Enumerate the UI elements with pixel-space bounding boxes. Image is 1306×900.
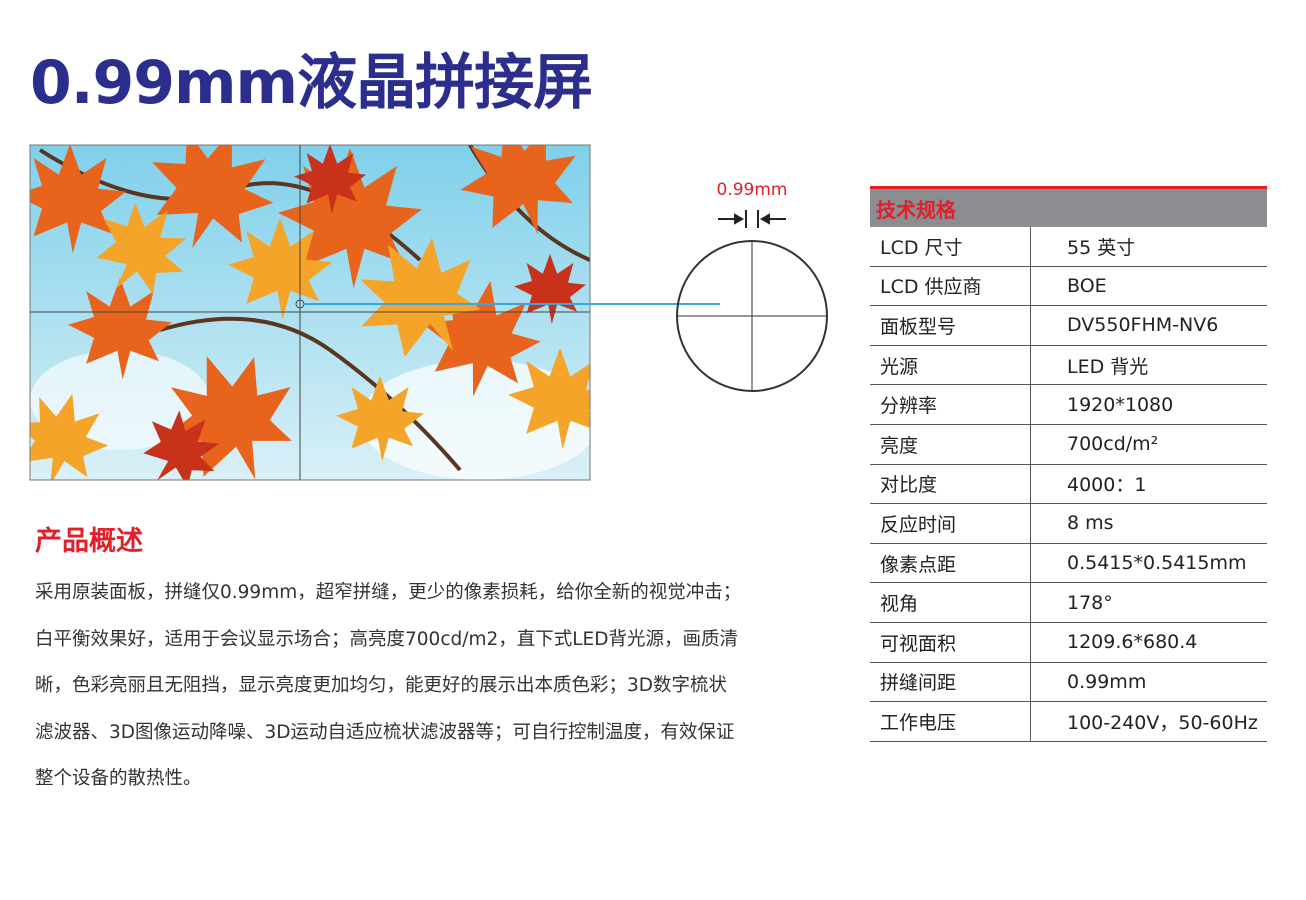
- spec-row: 像素点距 0.5415*0.5415mm: [870, 543, 1267, 584]
- spec-label: LCD 供应商: [870, 266, 1031, 307]
- spec-value: LED 背光: [1030, 345, 1267, 386]
- overview-text: 采用原装面板，拼缝仅0.99mm，超窄拼缝，更少的像素损耗，给你全新的视觉冲击；…: [35, 578, 835, 811]
- spec-label: 视角: [870, 582, 1031, 623]
- spec-label: 对比度: [870, 464, 1031, 505]
- spec-row: 对比度 4000：1: [870, 464, 1267, 505]
- spec-label: 工作电压: [870, 701, 1031, 742]
- spec-row: 工作电压 100-240V，50-60Hz: [870, 701, 1267, 742]
- spec-row: 反应时间 8 ms: [870, 503, 1267, 544]
- spec-row: 光源 LED 背光: [870, 345, 1267, 386]
- spec-label: 像素点距: [870, 543, 1031, 584]
- spec-value: 55 英寸: [1030, 227, 1267, 267]
- spec-row: 可视面积 1209.6*680.4: [870, 622, 1267, 663]
- spec-row: LCD 尺寸 55 英寸: [870, 227, 1267, 267]
- text-line: 整个设备的散热性。: [35, 768, 202, 789]
- spec-label: 光源: [870, 345, 1031, 386]
- spec-label: 面板型号: [870, 305, 1031, 346]
- spec-row: 拼缝间距 0.99mm: [870, 662, 1267, 703]
- section-title: 产品概述: [35, 526, 143, 557]
- spec-value: 0.99mm: [1030, 662, 1267, 703]
- seam-label: 0.99mm: [717, 180, 788, 200]
- text-line: 晰，色彩亮丽且无阻挡，显示亮度更加均匀，能更好的展示出本质色彩；3D数字梳状: [35, 675, 728, 696]
- text-line: 滤波器、3D图像运动降噪、3D运动自适应梳状滤波器等；可自行控制温度，有效保证: [35, 721, 735, 743]
- seam-indicator: [718, 210, 786, 228]
- spec-label: 可视面积: [870, 622, 1031, 663]
- spec-value: 0.5415*0.5415mm: [1030, 543, 1267, 584]
- spec-row: 分辨率 1920*1080: [870, 384, 1267, 425]
- spec-value: 8 ms: [1030, 503, 1267, 544]
- spec-row: 亮度 700cd/m²: [870, 424, 1267, 465]
- spec-value: 700cd/m²: [1030, 424, 1267, 465]
- text-line: 白平衡效果好，适用于会议显示场合；高亮度700cd/m2，直下式LED背光源，画…: [35, 628, 738, 650]
- spec-label: 分辨率: [870, 384, 1031, 425]
- spec-row: 视角 178°: [870, 582, 1267, 623]
- spec-value: 178°: [1030, 582, 1267, 623]
- spec-value: 1920*1080: [1030, 384, 1267, 425]
- spec-value: 1209.6*680.4: [1030, 622, 1267, 663]
- spec-row: LCD 供应商 BOE: [870, 266, 1267, 307]
- spec-value: 100-240V，50-60Hz: [1030, 701, 1267, 742]
- text-line: 采用原装面板，拼缝仅0.99mm，超窄拼缝，更少的像素损耗，给你全新的视觉冲击；: [35, 582, 742, 603]
- spec-value: DV550FHM-NV6: [1030, 305, 1267, 346]
- page-title: 0.99mm液晶拼接屏: [30, 48, 593, 118]
- spec-value: BOE: [1030, 266, 1267, 307]
- spec-label: 拼缝间距: [870, 662, 1031, 703]
- video-wall-image: [2, 107, 612, 505]
- spec-label: 反应时间: [870, 503, 1031, 544]
- spec-row: 面板型号 DV550FHM-NV6: [870, 305, 1267, 346]
- spec-title: 技术规格: [870, 186, 1267, 227]
- spec-value: 4000：1: [1030, 464, 1267, 505]
- spec-table: 技术规格 LCD 尺寸 55 英寸 LCD 供应商 BOE 面板型号 DV550FHM-N…: [870, 186, 1267, 742]
- spec-label: LCD 尺寸: [870, 227, 1031, 267]
- spec-label: 亮度: [870, 424, 1031, 465]
